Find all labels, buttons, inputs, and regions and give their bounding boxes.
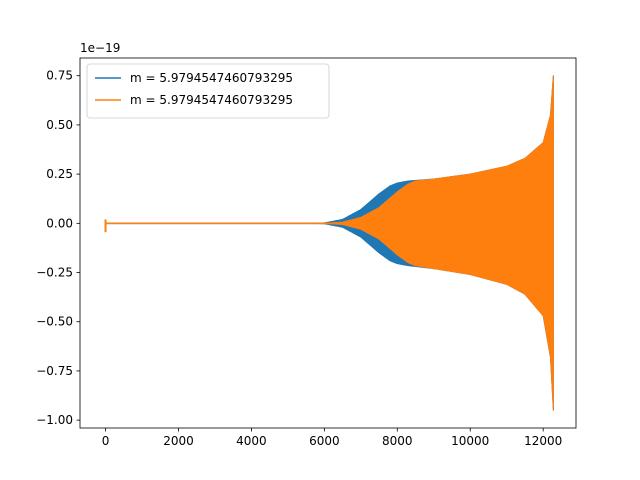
x-tick-label: 10000 <box>451 434 489 448</box>
y-tick-label: 0.50 <box>46 118 73 132</box>
x-tick-label: 2000 <box>163 434 194 448</box>
x-tick-label: 8000 <box>382 434 413 448</box>
y-tick-label: 0.00 <box>46 216 73 230</box>
y-tick-label: −0.25 <box>36 266 73 280</box>
legend-label-series-2: m = 5.9794547460793295 <box>130 93 293 107</box>
legend: m = 5.9794547460793295 m = 5.979454746079… <box>86 63 330 119</box>
legend-label-series-1: m = 5.9794547460793295 <box>130 71 293 85</box>
y-tick-label: 0.75 <box>46 69 73 83</box>
series-layer <box>104 75 554 411</box>
x-tick-label: 6000 <box>309 434 340 448</box>
x-tick-label: 0 <box>102 434 110 448</box>
plot-frame <box>79 57 577 429</box>
y-offset-label: 1e−19 <box>80 41 120 55</box>
legend-box <box>86 63 330 119</box>
y-tick-label: −0.75 <box>36 364 73 378</box>
x-tick-label: 12000 <box>524 434 562 448</box>
y-tick-label: −0.50 <box>36 315 73 329</box>
x-tick-label: 4000 <box>236 434 267 448</box>
x-axis: 0 2000 4000 6000 8000 10000 12000 <box>102 428 562 448</box>
y-axis: −1.00 −0.75 −0.50 −0.25 0.00 0.25 0.50 0.75 <box>36 69 80 427</box>
y-tick-label: 0.25 <box>46 167 73 181</box>
y-tick-label: −1.00 <box>36 413 73 427</box>
